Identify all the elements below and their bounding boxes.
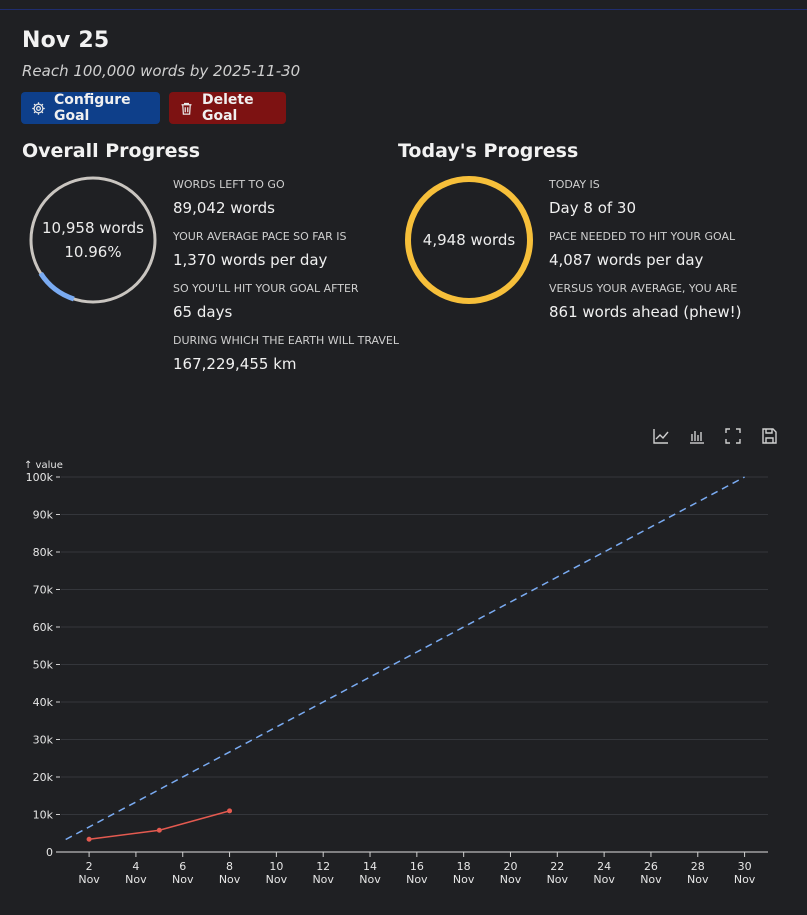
page-subtitle: Reach 100,000 words by 2025-11-30 — [22, 62, 301, 80]
x-tick-label: 8 — [226, 860, 233, 873]
overall-stats: WORDS LEFT TO GO 89,042 words YOUR AVERA… — [173, 176, 399, 384]
stat-label: TODAY IS — [549, 178, 600, 191]
configure-goal-button[interactable]: Configure Goal — [21, 92, 160, 124]
x-tick-label: 16 — [410, 860, 424, 873]
y-axis: 0 10k 20k 30k 40k 50k 60k 70k 80k 90k 100k — [26, 471, 60, 859]
today-ring-words: 4,948 words — [422, 231, 516, 249]
x-tick-sublabel: Nov — [547, 873, 569, 886]
x-tick-sublabel: Nov — [125, 873, 147, 886]
y-tick-label: 60k — [33, 621, 54, 634]
delete-goal-button[interactable]: Delete Goal — [169, 92, 286, 124]
overall-ring-words: 10,958 words — [42, 219, 144, 237]
y-tick-label: 40k — [33, 696, 54, 709]
configure-goal-label: Configure Goal — [54, 92, 131, 124]
x-tick-label: 24 — [597, 860, 611, 873]
y-axis-label: ↑ value — [24, 460, 63, 471]
stat-label: PACE NEEDED TO HIT YOUR GOAL — [549, 230, 736, 243]
y-tick-label: 0 — [46, 846, 53, 859]
today-progress-heading: Today's Progress — [398, 140, 579, 162]
fullscreen-icon[interactable] — [724, 427, 742, 445]
delete-goal-label: Delete Goal — [202, 92, 254, 124]
stat-value: 89,042 words — [173, 199, 275, 217]
x-tick-sublabel: Nov — [640, 873, 662, 886]
overall-ring-track — [29, 176, 157, 304]
stat-label: WORDS LEFT TO GO — [173, 178, 285, 191]
y-tick-label: 100k — [26, 471, 54, 484]
x-tick-sublabel: Nov — [312, 873, 334, 886]
today-progress-ring — [405, 176, 533, 304]
x-tick-label: 26 — [644, 860, 658, 873]
x-tick-sublabel: Nov — [266, 873, 288, 886]
stat-value: 861 words ahead (phew!) — [549, 303, 742, 321]
actual-data-point — [156, 827, 162, 833]
page-title: Nov 25 — [22, 28, 110, 53]
overall-progress-ring — [28, 175, 158, 305]
gear-icon — [32, 101, 45, 115]
trash-icon — [181, 102, 192, 115]
x-tick-sublabel: Nov — [172, 873, 194, 886]
x-tick-label: 22 — [550, 860, 564, 873]
chart-toolbar — [652, 427, 778, 445]
x-tick-label: 18 — [457, 860, 471, 873]
x-tick-sublabel: Nov — [687, 873, 709, 886]
x-tick-label: 4 — [132, 860, 139, 873]
x-tick-sublabel: Nov — [219, 873, 241, 886]
x-tick-label: 14 — [363, 860, 377, 873]
x-tick-sublabel: Nov — [593, 873, 615, 886]
y-tick-label: 90k — [33, 509, 54, 522]
top-border — [0, 9, 807, 10]
x-tick-label: 12 — [316, 860, 330, 873]
x-tick-label: 2 — [86, 860, 93, 873]
stat-label: VERSUS YOUR AVERAGE, YOU ARE — [549, 282, 738, 295]
y-tick-label: 50k — [33, 659, 54, 672]
y-tick-label: 10k — [33, 809, 54, 822]
save-icon[interactable] — [760, 427, 778, 445]
chart-grid — [61, 476, 768, 815]
y-tick-label: 80k — [33, 546, 54, 559]
today-ring-track — [405, 176, 533, 304]
x-tick-sublabel: Nov — [359, 873, 381, 886]
overall-ring-label: 10,958 words 10.96% — [28, 216, 158, 264]
bar-chart-icon[interactable] — [688, 427, 706, 445]
x-tick-sublabel: Nov — [734, 873, 756, 886]
chart-series — [65, 476, 745, 842]
target-series-line — [65, 476, 745, 841]
stat-label: YOUR AVERAGE PACE SO FAR IS — [173, 230, 347, 243]
stat-value: 65 days — [173, 303, 233, 321]
overall-progress-heading: Overall Progress — [22, 140, 201, 162]
x-tick-label: 10 — [269, 860, 283, 873]
stat-value: 1,370 words per day — [173, 251, 328, 269]
x-tick-sublabel: Nov — [78, 873, 100, 886]
x-tick-label: 30 — [738, 860, 752, 873]
stat-value: 167,229,455 km — [173, 355, 297, 373]
x-tick-label: 6 — [179, 860, 186, 873]
stat-label: DURING WHICH THE EARTH WILL TRAVEL — [173, 334, 399, 347]
line-chart-icon[interactable] — [652, 427, 670, 445]
actual-data-point — [227, 808, 233, 814]
stat-label: SO YOU'LL HIT YOUR GOAL AFTER — [173, 282, 359, 295]
x-axis: 2Nov4Nov6Nov8Nov10Nov12Nov14Nov16Nov18No… — [56, 851, 768, 886]
y-tick-label: 70k — [33, 584, 54, 597]
x-tick-sublabel: Nov — [453, 873, 475, 886]
x-tick-sublabel: Nov — [500, 873, 522, 886]
stat-value: 4,087 words per day — [549, 251, 704, 269]
x-tick-label: 20 — [503, 860, 517, 873]
x-tick-label: 28 — [691, 860, 705, 873]
stat-value: Day 8 of 30 — [549, 199, 637, 217]
x-tick-sublabel: Nov — [406, 873, 428, 886]
today-stats: TODAY IS Day 8 of 30 PACE NEEDED TO HIT … — [549, 176, 742, 332]
y-tick-label: 30k — [33, 734, 54, 747]
y-tick-label: 20k — [33, 771, 54, 784]
overall-ring-percent: 10.96% — [64, 243, 122, 261]
actual-data-point — [86, 836, 92, 842]
